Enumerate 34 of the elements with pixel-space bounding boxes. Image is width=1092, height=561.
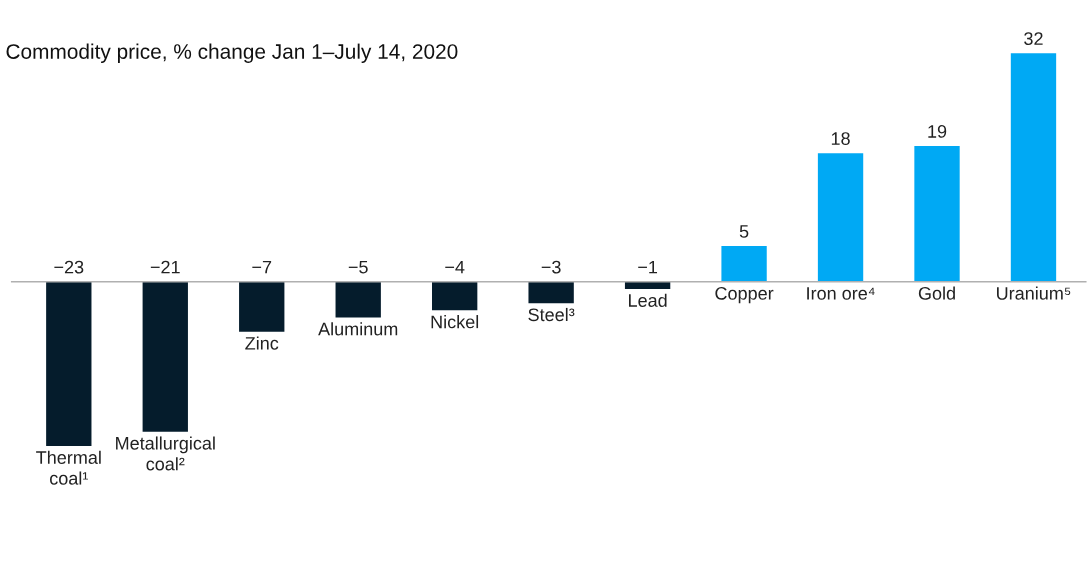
data-label: −21 (150, 260, 180, 274)
data-label: −4 (445, 260, 465, 274)
x-tick-label: Zinc (245, 336, 279, 350)
data-label: −5 (348, 260, 368, 274)
bar (721, 246, 767, 282)
x-tick-label: Nickel (431, 315, 479, 329)
data-label: −23 (54, 260, 84, 274)
bar (335, 281, 381, 318)
bar (142, 281, 188, 432)
chart-title: Commodity price, % change Jan 1–July 14, 2020 (6, 43, 458, 64)
data-label: 5 (739, 225, 749, 238)
bar (914, 146, 960, 282)
data-label: −3 (541, 260, 561, 274)
x-tick-label: Aluminum (318, 322, 398, 336)
bar (46, 281, 92, 446)
data-label: −1 (638, 260, 658, 274)
x-tick-label: Uranium⁵ (997, 286, 1071, 300)
bar (817, 153, 864, 282)
bar (528, 281, 574, 304)
x-tick-label: Steel³ (528, 307, 575, 322)
x-tick-label: Metallurgical coal² (116, 436, 215, 471)
data-label: 18 (831, 132, 850, 145)
data-label: −7 (252, 260, 272, 274)
data-label: 32 (1024, 32, 1043, 46)
x-tick-label: Copper (715, 286, 774, 304)
x-tick-label: Gold (918, 286, 955, 300)
x-tick-label: Iron ore⁴ (807, 287, 875, 300)
bar (1010, 53, 1057, 282)
bar (432, 281, 478, 311)
x-tick-label: Lead (629, 293, 667, 307)
data-label: 19 (928, 125, 947, 138)
x-tick-label: Thermal coal¹ (36, 450, 101, 485)
bar (239, 281, 285, 332)
bar (624, 281, 671, 289)
